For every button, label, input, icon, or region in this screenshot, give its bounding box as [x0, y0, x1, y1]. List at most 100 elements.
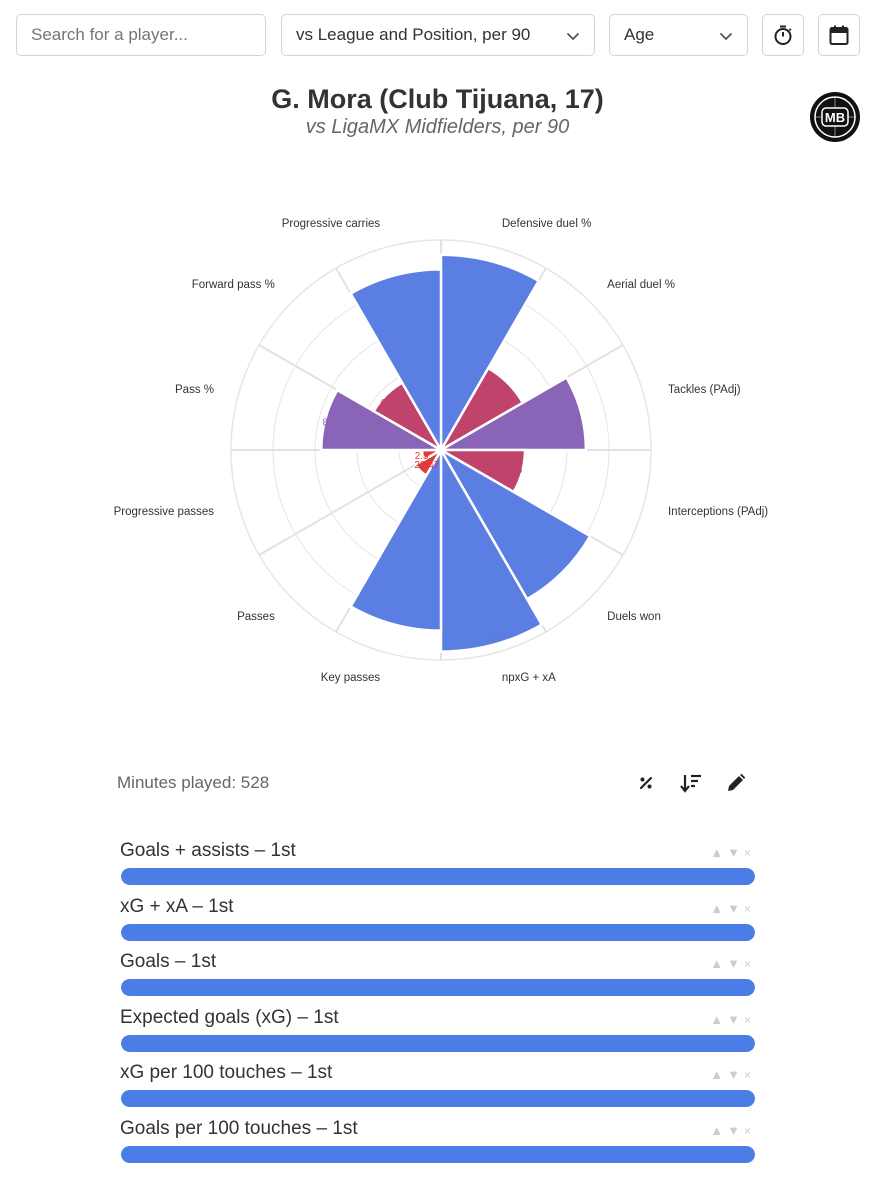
move-down-icon[interactable]: ▼ [727, 1067, 744, 1082]
calendar-icon [829, 25, 849, 45]
timer-button[interactable] [762, 14, 804, 56]
stat-row: xG per 100 touches – 1st ▲▼× [120, 1059, 760, 1115]
radar-category-label: Aerial duel % [607, 279, 675, 291]
age-select-value: Age [624, 25, 655, 44]
radar-value-label: 2.2 [564, 411, 578, 422]
stat-ranking-list: Goals + assists – 1st ▲▼× xG + xA – 1st ▲▼×… [120, 837, 760, 1170]
remove-icon[interactable]: × [743, 1012, 755, 1027]
radar-wedge [348, 445, 443, 632]
percentile-bar [121, 1090, 755, 1107]
remove-icon[interactable]: × [743, 901, 755, 916]
remove-icon[interactable]: × [743, 846, 755, 860]
percentile-bar-fill [121, 923, 755, 941]
logo-text: MB [825, 110, 845, 125]
search-input[interactable] [16, 14, 266, 56]
percent-toggle-button[interactable] [634, 772, 658, 794]
player-title: G. Mora (Club Tijuana, 17) [271, 84, 604, 114]
remove-icon[interactable]: × [743, 957, 755, 971]
toolbar: vs League and Position, per 90 Age [16, 14, 869, 56]
percentile-bar-fill [121, 868, 755, 885]
stat-label: Goals – 1st [120, 951, 217, 972]
radar-value-label: 85.03 [323, 418, 348, 429]
radar-value-label: 2.76 [503, 465, 523, 476]
radar-category-label: Interceptions (PAdj) [668, 506, 768, 518]
stat-row: Goals + assists – 1st ▲▼× [120, 837, 760, 893]
stat-row-controls: ▲▼× [710, 1123, 755, 1138]
move-up-icon[interactable]: ▲ [710, 956, 728, 971]
move-down-icon[interactable]: ▼ [727, 956, 744, 971]
stat-row: Goals – 1st ▲▼× [120, 948, 760, 1004]
move-up-icon[interactable]: ▲ [710, 1122, 728, 1138]
stat-label: xG per 100 touches – 1st [120, 1062, 333, 1083]
percentile-bar-fill [121, 1034, 755, 1052]
stat-row-controls: ▲▼× [710, 845, 755, 860]
percentile-bar-fill [121, 1145, 755, 1163]
remove-icon[interactable]: × [743, 1068, 755, 1082]
radar-category-label: Defensive duel % [502, 218, 592, 230]
percentile-radar-chart: 65 40 2.2 2.76 7.5 0.53 1.02 28.472.5 85.03 69.05… [114, 218, 769, 684]
radar-category-label: Passes [237, 611, 275, 623]
percentile-bar-fill [121, 979, 755, 996]
calendar-button[interactable] [818, 14, 860, 56]
radar-category-label: Forward pass % [192, 279, 275, 291]
move-up-icon[interactable]: ▲ [710, 1067, 728, 1082]
move-up-icon[interactable]: ▲ [710, 1011, 728, 1027]
move-down-icon[interactable]: ▼ [727, 845, 744, 860]
sort-button[interactable] [679, 772, 703, 794]
stat-label: xG + xA – 1st [120, 895, 234, 917]
radar-value-label: 69.05 [381, 398, 406, 409]
stat-row-controls: ▲▼× [710, 1067, 755, 1082]
age-select[interactable]: Age [609, 14, 748, 56]
percentile-bar [121, 1145, 755, 1163]
move-up-icon[interactable]: ▲ [710, 845, 728, 860]
stat-row: Goals per 100 touches – 1st ▲▼× [120, 1115, 760, 1171]
move-up-icon[interactable]: ▲ [710, 900, 728, 916]
stat-label: Goals + assists – 1st [120, 840, 296, 861]
percent-icon [639, 776, 653, 790]
grid-spoke [258, 449, 442, 556]
radar-wedge [436, 375, 588, 452]
stat-row: xG + xA – 1st ▲▼× [120, 893, 760, 949]
comparison-select-value: vs League and Position, per 90 [296, 25, 531, 44]
radar-category-label: Tackles (PAdj) [668, 384, 741, 396]
chevron-down-icon [567, 33, 579, 41]
percentile-bar [121, 1034, 755, 1052]
radar-category-label: Key passes [321, 672, 381, 684]
radar-category-label: Duels won [607, 611, 661, 623]
percentile-bar-fill [121, 1090, 755, 1107]
radar-wedge [439, 253, 541, 455]
stat-label: Goals per 100 touches – 1st [120, 1117, 358, 1139]
site-logo: MB [810, 92, 860, 142]
comparison-subtitle: vs LigaMX Midfielders, per 90 [305, 116, 570, 138]
radar-value-label: 0.53 [481, 631, 501, 642]
percentile-bar [121, 923, 755, 941]
stat-row-controls: ▲▼× [710, 956, 755, 971]
radar-wedge [413, 446, 445, 478]
move-down-icon[interactable]: ▼ [727, 1122, 744, 1138]
radar-wedge [320, 388, 446, 452]
radar-category-label: npxG + xA [502, 672, 556, 684]
radar-value-label: 1.02 [387, 611, 407, 622]
radar-wedge [348, 268, 443, 455]
radar-value-label: 40 [495, 386, 507, 397]
minutes-played: Minutes played: 528 [117, 773, 270, 792]
stopwatch-icon [774, 25, 792, 45]
stat-row-controls: ▲▼× [710, 901, 755, 916]
comparison-select[interactable]: vs League and Position, per 90 [281, 14, 595, 56]
stat-row: Expected goals (xG) – 1st ▲▼× [120, 1004, 760, 1060]
edit-button[interactable] [724, 772, 748, 794]
radar-category-label: Progressive carries [282, 218, 381, 230]
radar-value-label: 2.5 [415, 451, 429, 462]
radar-wedge [437, 446, 592, 601]
percentile-bar [121, 979, 755, 996]
move-down-icon[interactable]: ▼ [727, 1011, 744, 1027]
radar-value-label: 7.5 [549, 561, 563, 572]
radar-value-label: 65 [483, 267, 495, 278]
stat-row-controls: ▲▼× [710, 1012, 755, 1027]
radar-category-label: Pass % [175, 384, 214, 396]
radar-value-label: 28.47 [414, 460, 439, 471]
remove-icon[interactable]: × [743, 1123, 755, 1138]
radar-wedge [439, 445, 544, 653]
radar-category-label: Progressive passes [114, 506, 215, 518]
move-down-icon[interactable]: ▼ [727, 900, 744, 916]
